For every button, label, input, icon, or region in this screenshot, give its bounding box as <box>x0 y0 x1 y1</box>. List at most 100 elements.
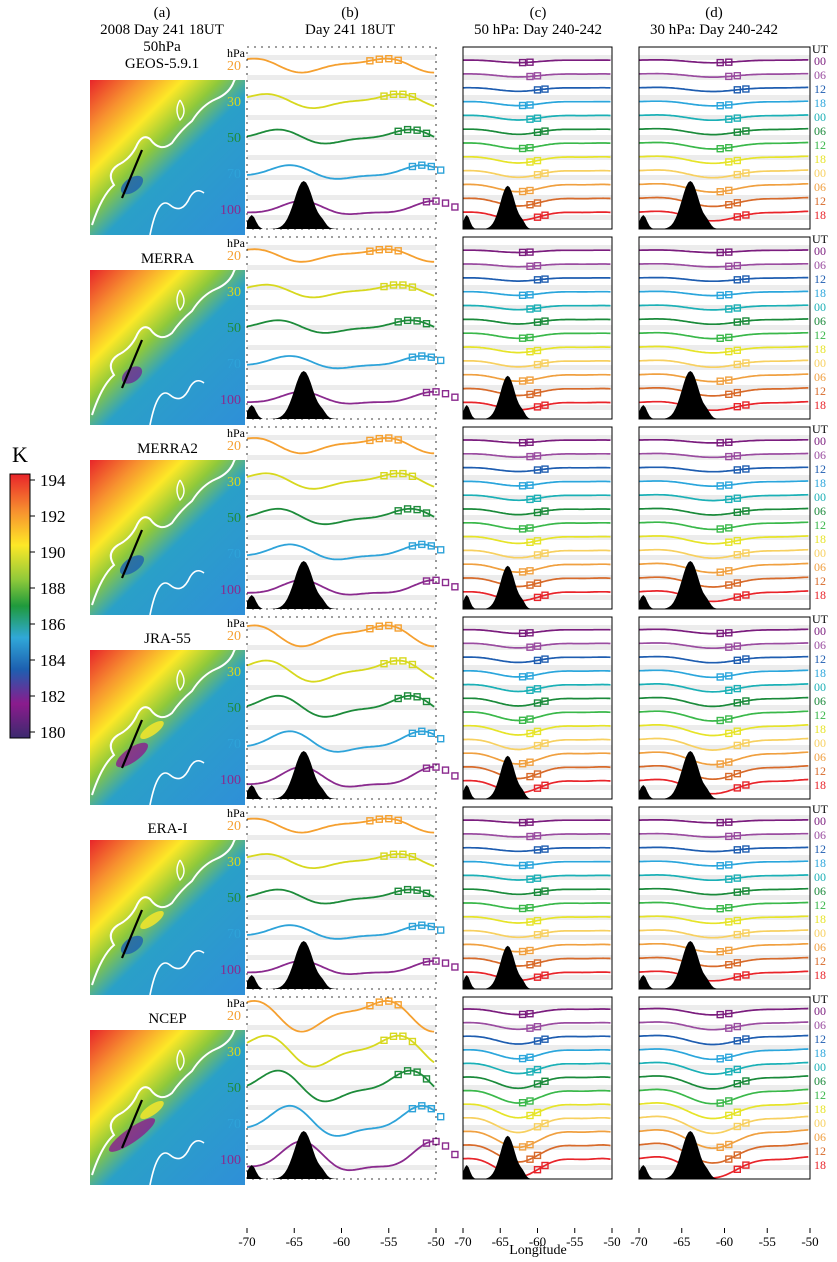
ut-curve <box>638 737 809 751</box>
level-curve <box>246 57 435 74</box>
level-curve <box>246 248 435 263</box>
dataset-label: ERA-I <box>148 821 188 837</box>
topography-silhouette <box>463 945 612 989</box>
grid-band <box>247 955 436 960</box>
level-label: 100 <box>220 1153 241 1168</box>
data-marker <box>526 158 534 166</box>
data-marker <box>418 352 426 360</box>
data-marker <box>541 317 549 325</box>
grid-band <box>247 1145 436 1150</box>
ut-curve <box>638 196 809 208</box>
data-marker <box>716 377 724 385</box>
data-marker <box>541 971 549 979</box>
data-marker <box>518 861 527 870</box>
data-marker <box>385 815 393 823</box>
panel-c <box>462 46 613 230</box>
grid-band <box>639 245 810 250</box>
coastline-island <box>149 949 205 996</box>
data-marker <box>533 874 542 882</box>
grid-band <box>639 625 810 630</box>
panel-frame <box>462 806 613 990</box>
grid-band <box>247 385 436 390</box>
data-marker <box>408 162 417 171</box>
ut-curve <box>639 452 809 459</box>
ut-tick-label: 18 <box>814 152 826 166</box>
topography-silhouette <box>247 561 436 609</box>
data-marker <box>526 946 534 955</box>
data-marker <box>733 536 741 545</box>
ut-tick-label: 12 <box>814 652 826 666</box>
data-marker <box>413 505 421 514</box>
data-marker <box>518 482 527 490</box>
data-marker <box>733 959 741 967</box>
data-marker <box>733 784 741 792</box>
grid-band <box>639 1005 810 1010</box>
grid-band <box>463 135 612 140</box>
grid-band <box>463 1045 612 1050</box>
grid-band <box>639 575 810 580</box>
data-marker <box>418 727 426 735</box>
data-marker <box>533 262 542 270</box>
row-ncep: NCEPhPa20305070100UT00061218000612180006… <box>90 986 829 1186</box>
data-marker <box>533 832 542 840</box>
data-marker <box>413 693 421 701</box>
ut-tick-label: 06 <box>814 1018 826 1032</box>
data-marker <box>716 862 724 870</box>
hpa-unit-label: hPa <box>227 426 246 440</box>
ut-curve <box>638 1034 809 1046</box>
data-marker <box>725 1009 733 1018</box>
grid-band <box>247 785 436 790</box>
data-marker <box>733 770 741 778</box>
ut-curve <box>638 1142 809 1164</box>
grid-band <box>463 1165 612 1170</box>
data-marker <box>399 469 407 478</box>
ut-curve <box>463 290 611 297</box>
col-c-letter: (c) <box>530 5 547 21</box>
data-marker <box>533 931 542 939</box>
data-marker <box>533 389 542 397</box>
x-tick-label: -50 <box>603 1234 620 1249</box>
level-curve <box>246 472 435 490</box>
data-marker <box>725 629 733 637</box>
ut-tick-label: 18 <box>814 286 826 300</box>
ut-curve <box>639 86 809 93</box>
data-marker <box>526 1097 534 1105</box>
grid-band <box>463 725 612 730</box>
panel-frame <box>462 236 613 420</box>
data-marker <box>541 359 549 367</box>
ut-curve <box>463 1048 611 1060</box>
level-curve <box>246 319 435 334</box>
data-marker <box>725 904 733 912</box>
data-marker <box>541 1077 549 1086</box>
grid-band <box>247 515 436 520</box>
data-marker <box>733 466 741 474</box>
grid-band <box>247 475 436 480</box>
data-marker <box>526 758 534 766</box>
grid-band <box>247 535 436 540</box>
ut-tick-label: 12 <box>814 328 826 342</box>
ut-curve <box>463 971 611 982</box>
grid-band <box>247 1065 436 1070</box>
data-marker <box>725 452 733 461</box>
ut-curve <box>639 832 809 838</box>
data-marker <box>742 655 750 663</box>
data-marker <box>742 845 750 853</box>
grid-band <box>247 155 436 160</box>
cross-section-track <box>120 149 144 199</box>
data-marker <box>733 261 741 270</box>
col-b-letter: (b) <box>341 5 359 21</box>
data-marker <box>526 495 534 504</box>
ut-curve <box>462 1116 611 1134</box>
ut-tick-label: 18 <box>814 532 826 546</box>
col-a-title: 2008 Day 241 18UT <box>100 22 224 38</box>
map-field <box>90 80 245 235</box>
coastline <box>91 416 265 606</box>
data-marker <box>533 72 542 80</box>
panel-d <box>638 996 811 1180</box>
grid-band <box>639 1025 810 1030</box>
ut-curve <box>462 577 611 588</box>
data-marker <box>533 360 542 369</box>
level-curve <box>246 624 435 648</box>
data-marker <box>432 957 440 965</box>
data-marker <box>725 772 733 781</box>
